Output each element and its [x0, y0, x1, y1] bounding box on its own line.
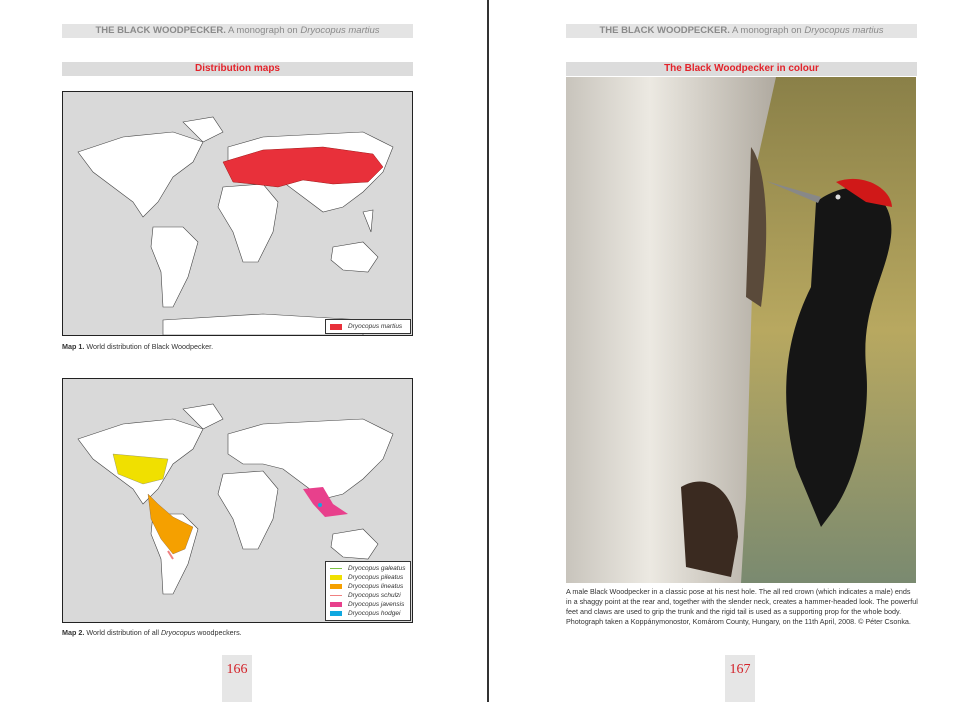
caption-label: Map 2.: [62, 628, 85, 637]
header-bold: THE BLACK WOODPECKER.: [95, 25, 226, 36]
legend-item: Dryocopus lineatus: [330, 582, 406, 591]
range-javensis: [303, 487, 348, 517]
section-title: Distribution maps: [62, 62, 413, 76]
legend-swatch: [330, 575, 342, 580]
page-divider: [487, 0, 489, 702]
left-page: THE BLACK WOODPECKER. A monograph on Dry…: [0, 0, 487, 702]
caption-italic: Dryocopus: [160, 628, 196, 637]
legend-item: Dryocopus pileatus: [330, 573, 406, 582]
caption-label: Map 1.: [62, 342, 85, 351]
legend-label: Dryocopus galeatus: [348, 565, 406, 572]
legend-item: Dryocopus galeatus: [330, 564, 406, 573]
legend-label: Dryocopus pileatus: [348, 574, 404, 581]
legend-label: Dryocopus lineatus: [348, 583, 404, 590]
legend-swatch: [330, 595, 342, 596]
legend-swatch: [330, 584, 342, 589]
caption-tail: woodpeckers.: [195, 628, 242, 637]
map-2: Dryocopus galeatus Dryocopus pileatus Dr…: [62, 378, 413, 623]
map-2-legend: Dryocopus galeatus Dryocopus pileatus Dr…: [325, 561, 411, 621]
range-schulzi: [167, 550, 174, 560]
map-1-caption: Map 1. World distribution of Black Woodp…: [62, 342, 213, 352]
header-italic: Dryocopus martius: [804, 25, 884, 36]
woodpecker-image: [566, 77, 916, 583]
range-lineatus: [147, 493, 194, 555]
map-1-legend: Dryocopus martius: [325, 319, 411, 334]
legend-swatch: [330, 323, 342, 330]
running-header: THE BLACK WOODPECKER. A monograph on Dry…: [566, 24, 917, 38]
legend-swatch: [330, 602, 342, 607]
legend-item: Dryocopus schulzi: [330, 591, 406, 600]
range-hodgei: [318, 503, 322, 507]
range-pileatus: [112, 453, 169, 485]
world-map-1: [77, 116, 394, 335]
woodpecker-photo: [566, 77, 916, 583]
legend-item: Dryocopus hodgei: [330, 609, 406, 618]
range-martius: [222, 146, 384, 188]
header-text: A monograph on: [225, 25, 301, 36]
header-text: A monograph on: [729, 25, 805, 36]
legend-label: Dryocopus martius: [348, 323, 403, 330]
page-number: 166: [222, 655, 252, 702]
world-map-2: [77, 403, 394, 595]
legend-label: Dryocopus javensis: [348, 601, 405, 608]
legend-label: Dryocopus hodgei: [348, 610, 401, 617]
page-number: 167: [725, 655, 755, 702]
legend-swatch: [330, 568, 342, 569]
photo-caption: A male Black Woodpecker in a classic pos…: [566, 587, 918, 626]
legend-swatch: [330, 611, 342, 616]
caption-text: World distribution of Black Woodpecker.: [84, 342, 214, 351]
running-header: THE BLACK WOODPECKER. A monograph on Dry…: [62, 24, 413, 38]
caption-text: World distribution of all: [84, 628, 161, 637]
map-1: Dryocopus martius: [62, 91, 413, 336]
map-2-caption: Map 2. World distribution of all Dryocop…: [62, 628, 242, 638]
header-italic: Dryocopus martius: [300, 25, 380, 36]
legend-item: Dryocopus javensis: [330, 600, 406, 609]
header-bold: THE BLACK WOODPECKER.: [599, 25, 730, 36]
legend-label: Dryocopus schulzi: [348, 592, 401, 599]
section-title: The Black Woodpecker in colour: [566, 62, 917, 76]
legend-item: Dryocopus martius: [330, 322, 406, 331]
